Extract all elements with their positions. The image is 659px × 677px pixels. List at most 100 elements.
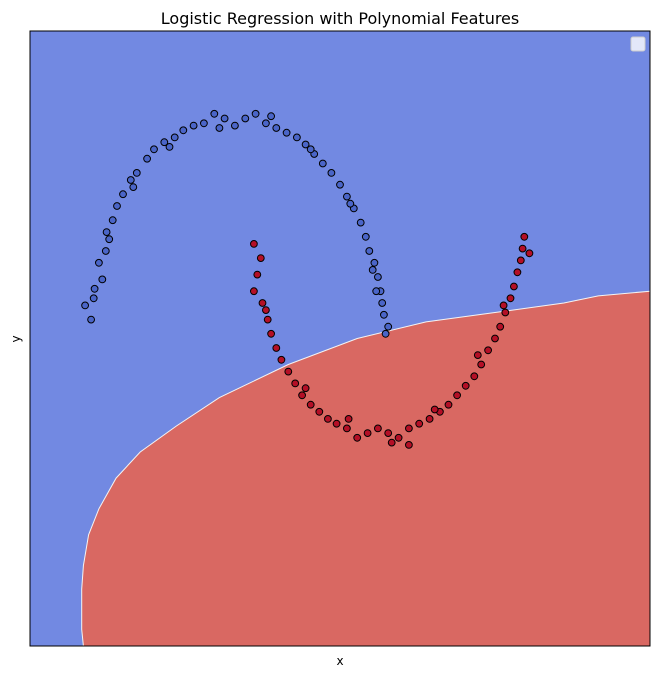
data-point-class-0 bbox=[370, 258, 379, 267]
data-point-class-1 bbox=[250, 287, 258, 296]
data-point-class-0 bbox=[336, 180, 344, 189]
data-point-class-1 bbox=[496, 322, 505, 331]
data-point-class-1 bbox=[477, 360, 486, 369]
data-point-class-1 bbox=[258, 299, 267, 307]
data-point-class-1 bbox=[363, 429, 372, 438]
data-point-class-0 bbox=[293, 133, 301, 142]
data-point-class-1 bbox=[499, 301, 508, 310]
data-points bbox=[81, 109, 534, 449]
decision-region-red bbox=[81, 291, 650, 646]
data-point-class-1 bbox=[262, 306, 270, 315]
data-point-class-1 bbox=[250, 240, 258, 248]
data-point-class-1 bbox=[513, 268, 522, 277]
data-point-class-0 bbox=[200, 119, 208, 128]
legend bbox=[630, 36, 646, 52]
x-axis-label: x bbox=[336, 654, 343, 668]
data-point-class-1 bbox=[298, 391, 307, 400]
data-point-class-0 bbox=[189, 121, 198, 130]
data-point-class-0 bbox=[365, 247, 374, 255]
data-point-class-0 bbox=[129, 183, 138, 192]
data-point-class-0 bbox=[210, 109, 219, 118]
data-point-class-1 bbox=[384, 429, 393, 438]
data-point-class-1 bbox=[425, 415, 434, 423]
data-point-class-0 bbox=[327, 169, 336, 177]
data-point-class-0 bbox=[374, 273, 382, 281]
data-point-class-1 bbox=[510, 282, 518, 291]
data-point-class-1 bbox=[277, 355, 286, 364]
data-point-class-1 bbox=[387, 438, 396, 447]
data-point-class-1 bbox=[518, 244, 527, 253]
data-point-class-1 bbox=[267, 329, 276, 338]
data-point-class-0 bbox=[113, 202, 121, 210]
data-point-class-1 bbox=[525, 249, 534, 258]
data-point-class-1 bbox=[344, 415, 353, 423]
data-point-class-1 bbox=[520, 232, 529, 241]
data-point-class-1 bbox=[405, 441, 413, 449]
data-point-class-1 bbox=[256, 254, 265, 263]
data-point-class-0 bbox=[251, 109, 260, 118]
plot-area bbox=[30, 31, 650, 646]
data-point-class-1 bbox=[470, 372, 479, 381]
data-point-class-1 bbox=[263, 315, 272, 324]
data-point-class-1 bbox=[301, 384, 310, 393]
data-point-class-0 bbox=[98, 275, 107, 284]
data-point-class-1 bbox=[374, 424, 382, 433]
data-point-class-0 bbox=[231, 121, 239, 130]
data-point-class-1 bbox=[516, 256, 525, 265]
data-point-class-0 bbox=[95, 258, 103, 267]
data-point-class-1 bbox=[291, 379, 300, 388]
data-point-class-0 bbox=[160, 138, 169, 147]
data-point-class-0 bbox=[241, 114, 250, 123]
data-point-class-1 bbox=[405, 424, 413, 433]
data-point-class-0 bbox=[150, 145, 158, 154]
data-point-class-1 bbox=[430, 405, 439, 414]
data-point-class-1 bbox=[284, 367, 293, 376]
data-point-class-0 bbox=[272, 124, 281, 132]
data-point-class-0 bbox=[378, 299, 387, 307]
data-point-class-1 bbox=[491, 334, 499, 343]
data-point-class-1 bbox=[473, 351, 482, 360]
data-point-class-0 bbox=[361, 232, 370, 241]
data-point-class-0 bbox=[119, 190, 127, 199]
data-point-class-0 bbox=[384, 322, 393, 331]
data-point-class-1 bbox=[453, 391, 462, 400]
data-point-class-0 bbox=[102, 228, 111, 237]
data-point-class-0 bbox=[343, 192, 351, 201]
data-point-class-1 bbox=[484, 346, 493, 355]
data-point-class-1 bbox=[306, 400, 315, 409]
data-point-class-0 bbox=[282, 128, 291, 137]
decision-boundary bbox=[81, 290, 650, 646]
data-point-class-0 bbox=[90, 284, 99, 293]
data-point-class-1 bbox=[461, 381, 470, 390]
data-point-class-0 bbox=[368, 266, 377, 274]
data-point-class-0 bbox=[81, 301, 89, 310]
data-point-class-0 bbox=[143, 154, 152, 163]
data-point-class-1 bbox=[394, 433, 403, 442]
data-point-class-0 bbox=[301, 140, 310, 149]
y-axis-label: y bbox=[9, 335, 23, 342]
data-point-class-0 bbox=[132, 169, 141, 177]
data-point-class-1 bbox=[444, 400, 453, 409]
data-point-class-0 bbox=[306, 145, 315, 154]
data-point-class-0 bbox=[89, 294, 98, 303]
data-point-class-1 bbox=[324, 415, 332, 423]
data-point-class-0 bbox=[220, 114, 229, 123]
data-point-class-0 bbox=[380, 310, 388, 319]
data-point-class-0 bbox=[267, 112, 276, 121]
data-point-class-0 bbox=[101, 247, 110, 255]
data-point-class-0 bbox=[126, 176, 135, 184]
data-point-class-0 bbox=[179, 126, 188, 135]
data-point-class-0 bbox=[105, 235, 114, 244]
data-point-class-0 bbox=[108, 216, 117, 225]
data-point-class-1 bbox=[415, 419, 424, 428]
data-point-class-1 bbox=[501, 308, 510, 317]
data-point-class-0 bbox=[372, 287, 381, 296]
data-point-class-1 bbox=[353, 433, 362, 442]
data-point-class-0 bbox=[346, 199, 355, 208]
data-point-class-0 bbox=[318, 159, 327, 168]
data-point-class-0 bbox=[165, 143, 174, 151]
data-point-class-1 bbox=[272, 344, 281, 352]
data-point-class-0 bbox=[356, 218, 365, 227]
plot-frame bbox=[29, 30, 651, 647]
